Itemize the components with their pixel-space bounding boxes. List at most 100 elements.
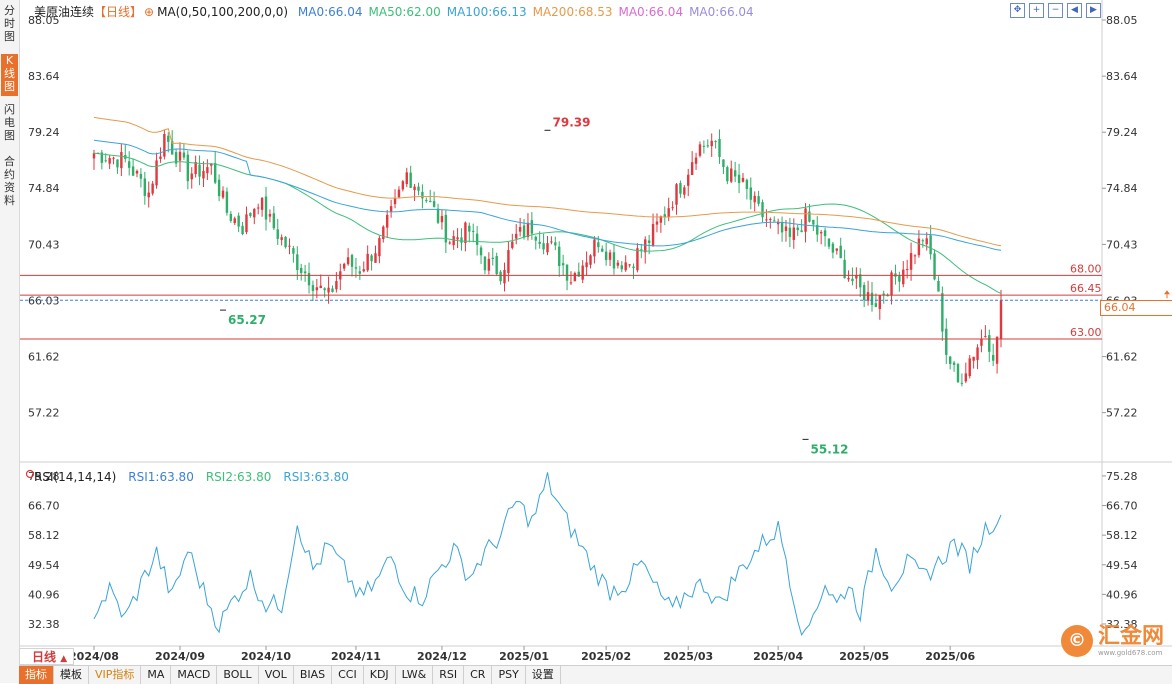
candle-body	[389, 206, 393, 212]
tab-time-chart[interactable]: 分 时 图	[4, 4, 15, 43]
ma-legend-item: MA100:66.13	[446, 5, 527, 19]
candle-body	[421, 191, 424, 199]
candle-body	[417, 186, 420, 191]
candle-body	[472, 230, 475, 232]
candle-body	[194, 162, 197, 175]
ma-line-ma50	[93, 152, 1002, 294]
period-label: 【日线】	[94, 5, 143, 19]
candle-body	[530, 220, 534, 234]
candle-body	[229, 213, 233, 221]
candle-body	[272, 213, 276, 229]
ma-line-ma100	[93, 139, 1002, 251]
candle-body	[788, 227, 792, 237]
candle-body	[307, 272, 311, 286]
indicator-button[interactable]: LW&	[396, 666, 434, 684]
candle-body	[444, 214, 448, 243]
candle-body	[851, 278, 854, 282]
y-tick-label-left: 79.24	[28, 126, 60, 139]
candle-body	[120, 152, 123, 169]
candle-body	[276, 229, 279, 239]
zoom-in-icon[interactable]: +	[1029, 3, 1044, 18]
candle-body	[526, 222, 530, 238]
candle-body	[698, 144, 702, 156]
candle-body	[859, 274, 862, 288]
candle-body	[409, 172, 412, 188]
candle-body	[343, 263, 346, 269]
ma-legend: 美原油连续【日线】 ⊕ MA(0,50,100,200,0,0) MA0:66.04…	[34, 3, 766, 20]
candle-body	[432, 201, 436, 207]
x-tick-label: 2024/12	[417, 650, 467, 663]
candle-body	[784, 226, 788, 231]
rsi-y-tick-label-left: 75.28	[28, 470, 60, 483]
y-tick-label-left: 61.62	[28, 351, 60, 364]
candle-body	[816, 224, 819, 235]
candle-body	[577, 271, 580, 277]
rsi-y-tick-label: 40.96	[1106, 588, 1138, 601]
rsi-legend-item: RSI3:63.80	[283, 470, 349, 484]
indicator-button[interactable]: PSY	[492, 666, 526, 684]
indicator-button[interactable]: 指标	[19, 666, 54, 684]
indicator-button[interactable]: KDJ	[364, 666, 396, 684]
indicator-button[interactable]: CR	[464, 666, 493, 684]
candle-body	[706, 145, 709, 147]
next-icon[interactable]: ▶	[1086, 3, 1101, 18]
indicator-button[interactable]: RSI	[433, 666, 465, 684]
candle-body	[436, 208, 440, 223]
candle-body	[902, 269, 905, 285]
candle-body	[757, 196, 760, 204]
candle-body	[671, 207, 674, 209]
tab-contract-info[interactable]: 合 约 资 料	[4, 155, 15, 207]
candle-body	[475, 233, 479, 245]
candle-body	[511, 241, 514, 248]
move-icon[interactable]: ✥	[1010, 3, 1025, 18]
prev-icon[interactable]: ◀	[1067, 3, 1082, 18]
candle-body	[690, 162, 694, 175]
x-tick-label: 2025/02	[581, 650, 631, 663]
candle-body	[800, 230, 803, 233]
indicator-button[interactable]: VIP指标	[89, 666, 142, 684]
candle-body	[425, 200, 428, 202]
rsi-line	[93, 472, 1002, 637]
indicator-button[interactable]: MACD	[171, 666, 218, 684]
candle-body	[749, 187, 752, 200]
zoom-out-icon[interactable]: −	[1048, 3, 1063, 18]
logo-text: 汇金网	[1097, 624, 1164, 649]
y-tick-label: 61.62	[1106, 351, 1138, 364]
candle-body	[315, 287, 319, 291]
indicator-button[interactable]: VOL	[259, 666, 294, 684]
candle-body	[898, 275, 901, 282]
period-selector[interactable]: 日线 ▲	[19, 648, 74, 665]
candle-body	[874, 303, 878, 307]
candle-body	[663, 214, 666, 217]
candle-body	[835, 248, 839, 251]
candle-body	[804, 208, 807, 232]
chart-canvas[interactable]: 88.05 88.05 83.64 83.64 79.24 79.24 74.84 74.84…	[0, 0, 1172, 665]
indicator-button[interactable]: BOLL	[217, 666, 259, 684]
x-tick-label: 2025/04	[753, 650, 803, 663]
candle-body	[546, 243, 549, 253]
indicator-button[interactable]: BIAS	[294, 666, 333, 684]
candle-body	[913, 255, 917, 257]
candle-body	[651, 224, 655, 246]
tab-kline-chart[interactable]: K 线 图	[1, 54, 18, 96]
rsi-legend-item: RSI2:63.80	[205, 470, 272, 484]
candle-body	[878, 295, 882, 310]
indicator-button[interactable]: CCI	[332, 666, 364, 684]
candle-body	[159, 156, 162, 159]
candle-body	[589, 255, 592, 265]
candle-body	[718, 138, 721, 157]
candle-body	[909, 253, 913, 270]
settings-icon[interactable]: ⊕	[144, 5, 155, 19]
candle-body	[608, 252, 612, 260]
tab-flash-chart[interactable]: 闪 电 图	[4, 103, 15, 142]
candle-body	[452, 236, 455, 246]
y-tick-label-left: 88.05	[28, 14, 60, 27]
indicator-button[interactable]: MA	[141, 666, 172, 684]
rsi-y-tick-label: 75.28	[1106, 470, 1138, 483]
indicator-button[interactable]: 设置	[526, 666, 561, 684]
candle-body	[550, 241, 553, 243]
x-tick-label: 2025/05	[839, 650, 889, 663]
indicator-button[interactable]: 模板	[54, 666, 89, 684]
candle-body	[999, 300, 1003, 339]
candle-body	[518, 227, 522, 232]
